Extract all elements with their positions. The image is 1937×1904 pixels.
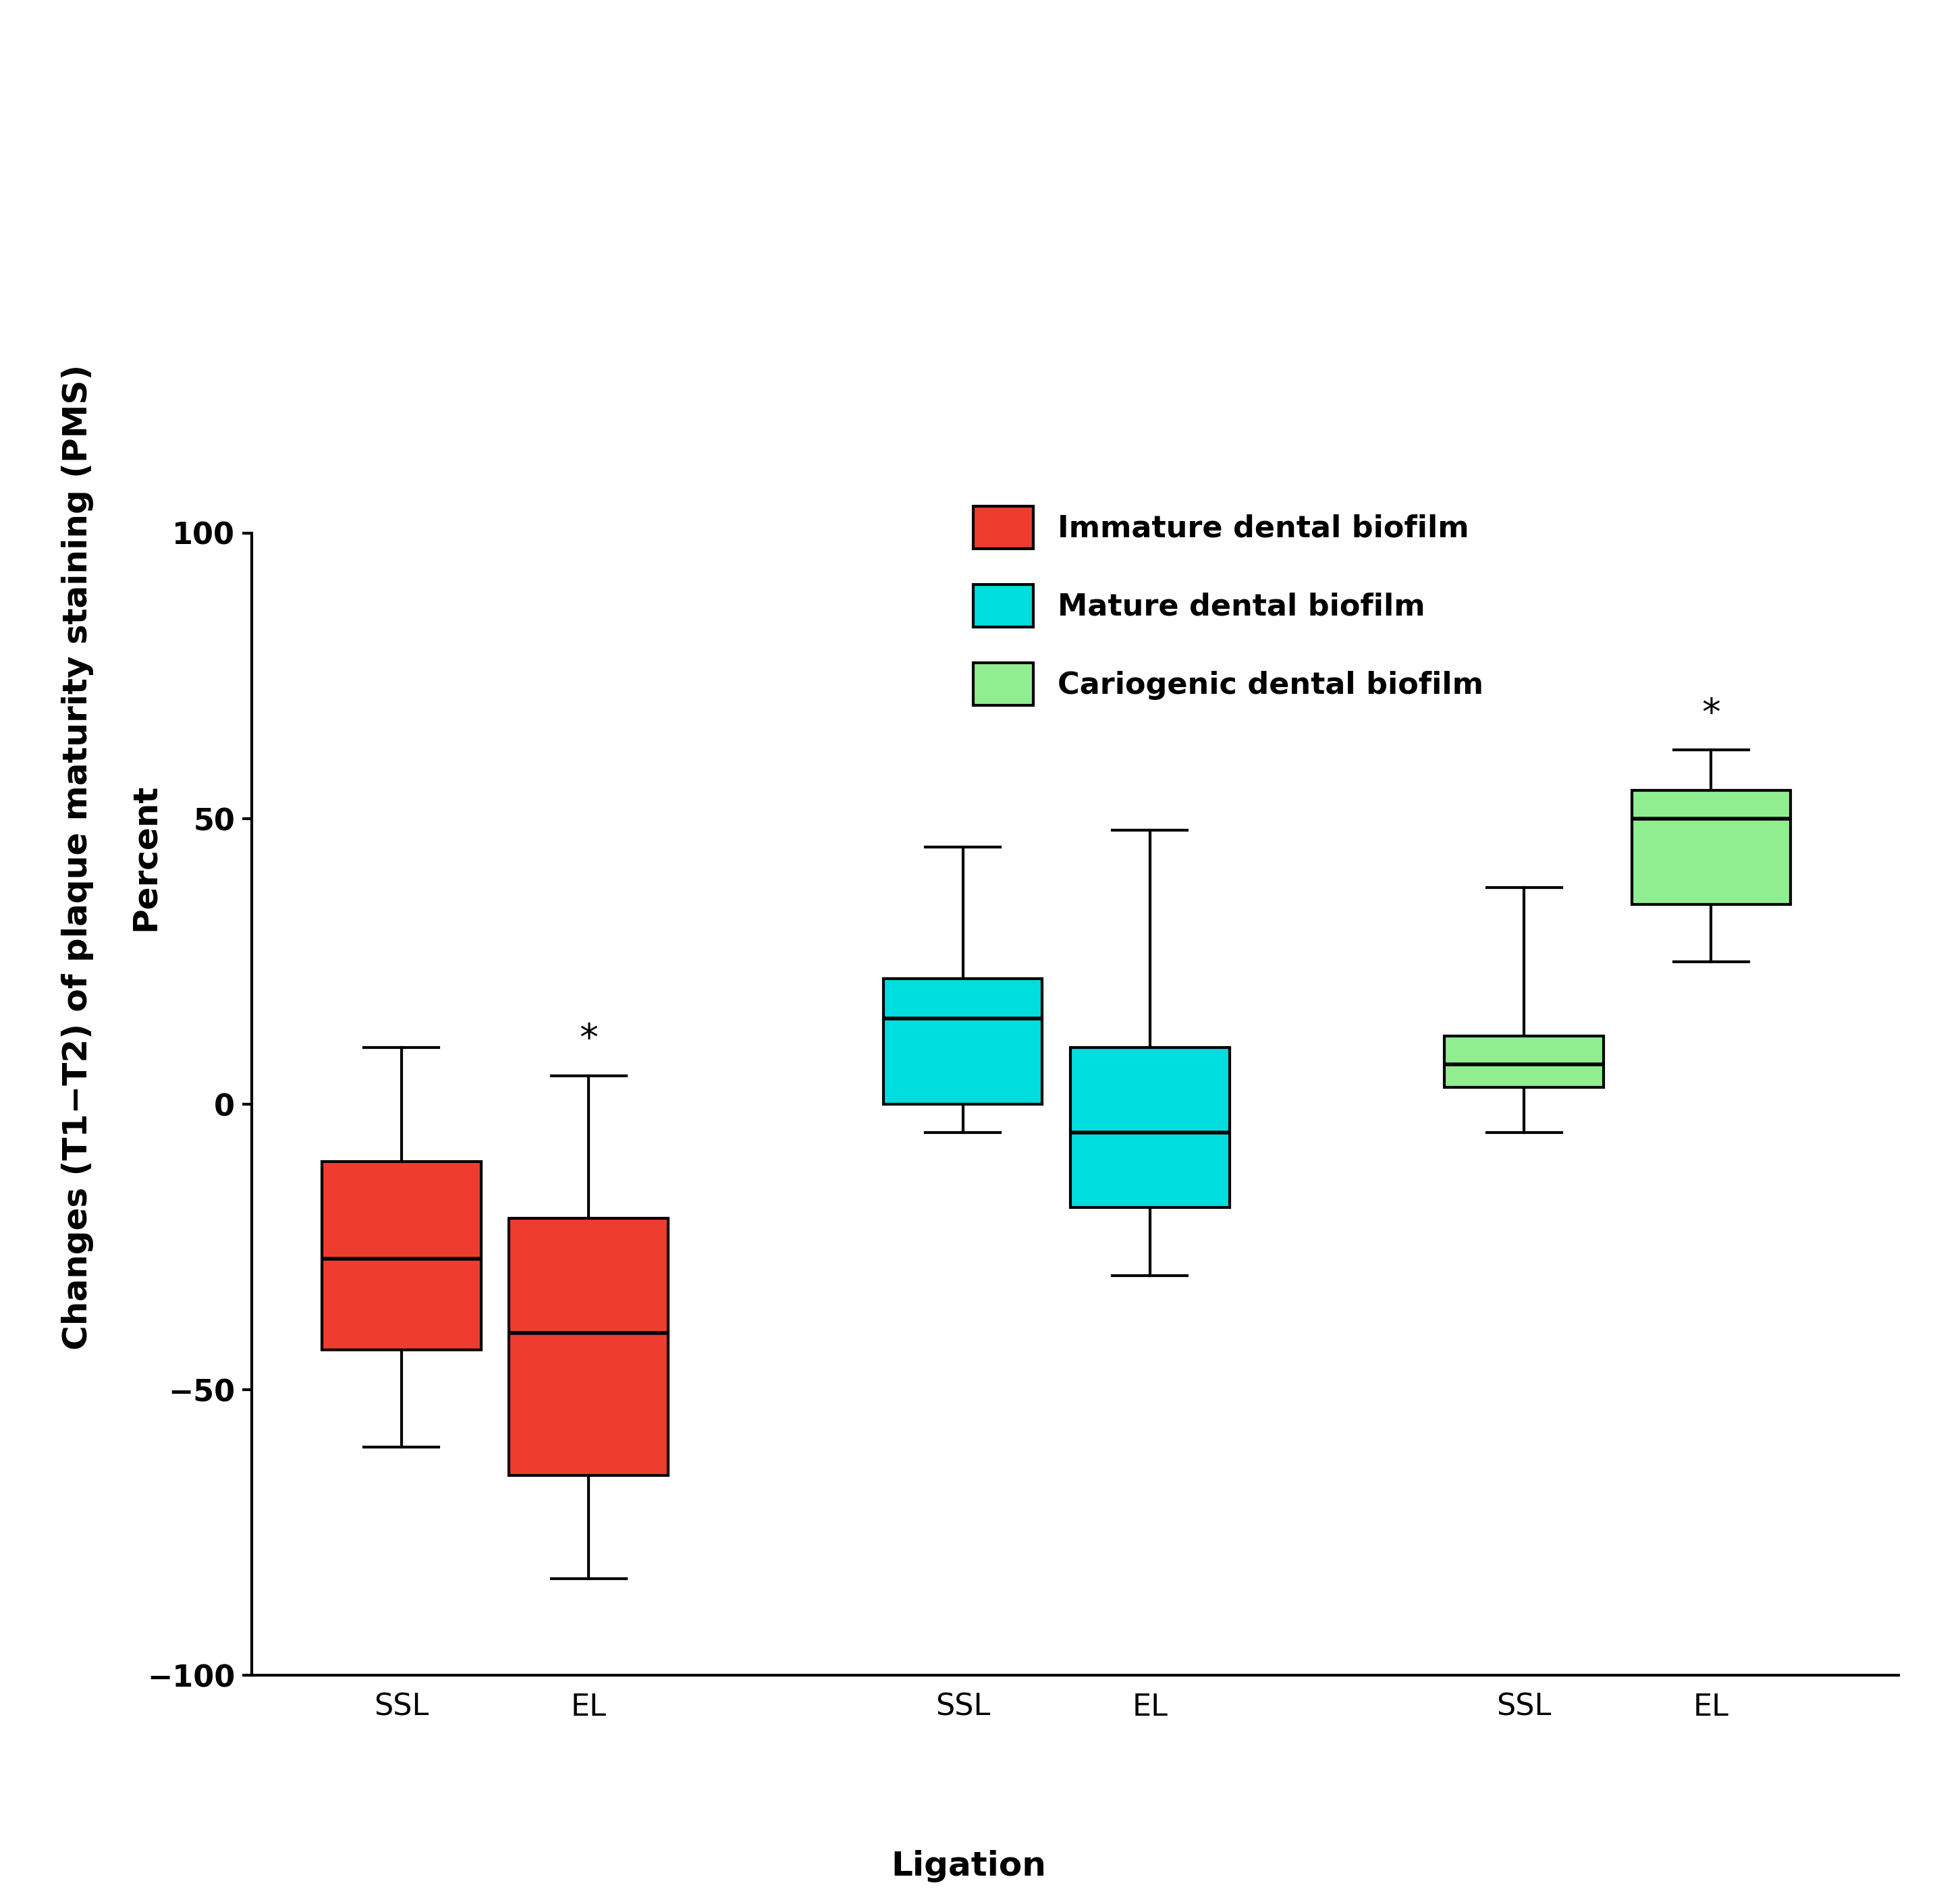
Text: SSL: SSL [936,1693,990,1721]
Text: *: * [579,1022,599,1059]
Bar [322,1161,480,1350]
Text: Percent: Percent [130,783,161,931]
Text: EL: EL [1693,1693,1730,1721]
Text: SSL: SSL [1497,1693,1552,1721]
Bar [1445,1036,1604,1087]
Text: SSL: SSL [374,1693,428,1721]
Bar [1071,1047,1230,1207]
Text: *: * [1703,697,1720,733]
Bar [883,979,1042,1104]
Legend: Immature dental biofilm, Mature dental biofilm, Cariogenic dental biofilm: Immature dental biofilm, Mature dental b… [959,491,1497,720]
Text: Changes (T1−T2) of plaque maturity staining (PMS): Changes (T1−T2) of plaque maturity stain… [62,364,93,1350]
Bar [509,1219,668,1476]
Bar [1631,790,1790,904]
Text: EL: EL [571,1693,606,1721]
Text: EL: EL [1131,1693,1168,1721]
Text: Ligation: Ligation [891,1849,1046,1883]
